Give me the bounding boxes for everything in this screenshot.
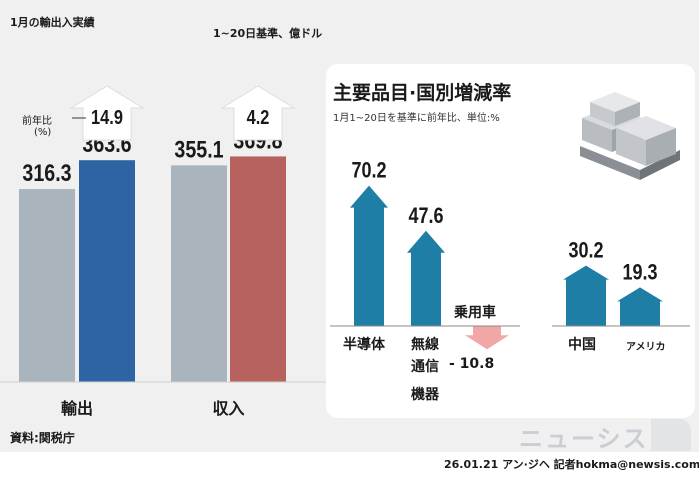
- footer-band: [0, 452, 699, 479]
- item-value-1: 47.6: [408, 204, 443, 228]
- label-wireless-2: 通信: [411, 359, 439, 375]
- chart-subtitle: 1~20日基準、億ドル: [213, 27, 323, 40]
- category-label-1: 収入: [212, 399, 244, 418]
- label-wireless-3: 機器: [411, 387, 439, 403]
- country-bar-0: [563, 265, 609, 326]
- label-semiconductor: 半導体: [343, 337, 385, 353]
- credit-line: 26.01.21 アン·ジヘ 記者hokma@newsis.com: [444, 458, 699, 471]
- value-label-0-0: 316.3: [22, 159, 71, 186]
- country-value-1: 19.3: [622, 261, 657, 285]
- country-value-0: 30.2: [568, 239, 603, 263]
- value-label-1-0: 355.1: [174, 136, 223, 163]
- item-value-0: 70.2: [351, 159, 386, 183]
- label-china: 中国: [568, 337, 596, 353]
- item-bar-0: [350, 185, 388, 326]
- yoy-label-line1: 前年比: [22, 116, 52, 127]
- yoy-arrow-1: [220, 85, 296, 141]
- newsis-logo-mark: [651, 419, 691, 451]
- newsis-watermark: ニューシス: [519, 425, 649, 453]
- bar-import-s0: [171, 165, 227, 382]
- bar-export-s1: [79, 160, 135, 382]
- yoy-arrow-0: [69, 85, 145, 141]
- shipping-boxes-icon: [580, 92, 680, 180]
- label-car: 乗用車: [454, 305, 496, 321]
- label-usa: アメリカ: [626, 342, 666, 353]
- source-label: 資料:関税庁: [10, 431, 75, 445]
- label-wireless-1: 無線: [411, 337, 439, 353]
- yoy-label-line2: (%): [34, 127, 52, 138]
- panel-subtitle: 1月1~20日を基準に前年比、単位:%: [333, 113, 500, 124]
- bar-import-s1: [230, 156, 286, 382]
- chart-title: 1月の輸出入実績: [10, 16, 95, 29]
- yoy-value-1: 4.2: [247, 105, 270, 128]
- item-bar-2: [465, 326, 509, 350]
- car-value-text: - 10.8: [449, 356, 495, 372]
- bar-export-s0: [19, 189, 75, 382]
- item-bar-1: [407, 230, 445, 326]
- country-bar-1: [617, 287, 663, 326]
- panel-title: 主要品目·国別増減率: [333, 82, 512, 104]
- yoy-value-0: 14.9: [91, 105, 123, 128]
- category-label-0: 輸出: [61, 399, 93, 418]
